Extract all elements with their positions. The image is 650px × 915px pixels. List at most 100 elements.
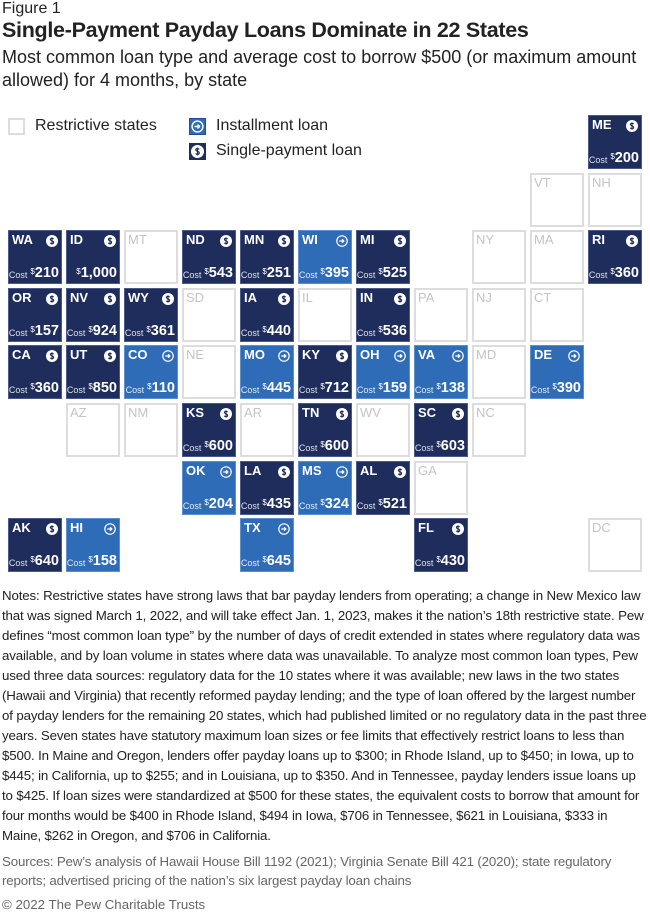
cost-value: Cost $712 — [299, 381, 349, 396]
state-tile-wv: WV — [356, 403, 410, 457]
arrow-circle-icon — [104, 522, 116, 535]
cost-label: Cost — [298, 500, 318, 511]
state-tile-va: VA Cost $138 — [414, 345, 468, 400]
cost-amount: 204 — [208, 495, 233, 512]
cost-amount: 924 — [92, 322, 117, 339]
state-abbr: MD — [476, 347, 497, 363]
cost-value: Cost $440 — [241, 323, 291, 339]
cost-value: Cost $600 — [183, 439, 233, 454]
state-tile-vt: VT — [530, 172, 584, 227]
currency-symbol: $ — [610, 152, 615, 161]
cost-value: Cost $324 — [298, 496, 349, 512]
restrictive-swatch — [8, 117, 25, 135]
state-abbr: WI — [302, 232, 318, 248]
cost-label: Cost — [66, 327, 86, 338]
legend-single: Single-payment loan — [189, 142, 362, 160]
state-tile-ok: OK Cost $204 — [182, 460, 236, 515]
cost-value: Cost $924 — [66, 322, 117, 339]
state-abbr: MN — [244, 232, 265, 248]
currency-symbol: $ — [320, 267, 325, 277]
cost-amount: 712 — [324, 380, 349, 397]
state-abbr: RI — [592, 232, 605, 248]
state-abbr: FL — [418, 520, 434, 536]
state-tile-id: ID $1,000 — [66, 230, 120, 285]
state-abbr: OH — [360, 347, 380, 363]
cost-amount: 536 — [382, 322, 407, 339]
state-tile-ut: UT Cost $850 — [66, 345, 120, 400]
state-abbr: DE — [534, 347, 553, 363]
arrow-circle-icon — [336, 234, 348, 247]
arrow-circle-icon — [278, 349, 290, 363]
state-tile-pa: PA — [414, 287, 468, 342]
cost-value: Cost $361 — [125, 322, 175, 339]
cost-label: Cost — [356, 385, 376, 396]
cost-amount: 645 — [266, 553, 291, 570]
cost-value: Cost $210 — [9, 266, 59, 281]
currency-symbol: $ — [30, 555, 35, 565]
arrow-circle-icon — [336, 465, 348, 478]
cost-label: Cost — [530, 385, 550, 396]
dollar-circle-icon — [336, 349, 348, 363]
cost-value: Cost $600 — [299, 439, 349, 454]
cost-amount: 600 — [208, 438, 233, 454]
cost-amount: 525 — [382, 265, 407, 282]
state-abbr: AL — [360, 462, 378, 478]
dollar-circle-icon — [394, 292, 406, 305]
cost-value: Cost $430 — [415, 554, 465, 569]
cost-amount: 435 — [266, 495, 291, 512]
state-tile-md: MD — [472, 345, 526, 400]
dollar-circle-icon — [626, 119, 638, 132]
currency-symbol: $ — [204, 267, 209, 277]
state-abbr: IN — [360, 289, 373, 305]
chart-subtitle: Most common loan type and average cost t… — [2, 47, 637, 90]
cost-label: Cost — [298, 270, 318, 281]
cost-value: Cost $110 — [126, 381, 175, 396]
cost-label: Cost — [66, 558, 86, 569]
state-tile-ny: NY — [472, 230, 526, 285]
cost-amount: 390 — [556, 380, 581, 397]
cost-label: Cost — [66, 385, 86, 396]
currency-symbol: $ — [378, 497, 383, 507]
dollar-circle-icon — [46, 292, 58, 305]
state-abbr: HI — [70, 520, 83, 536]
cost-value: Cost $159 — [357, 381, 407, 396]
cost-amount: 360 — [34, 380, 59, 397]
currency-symbol: $ — [610, 267, 615, 277]
state-tile-ms: MS Cost $324 — [298, 460, 352, 515]
state-abbr: VA — [418, 347, 436, 363]
state-tile-al: AL Cost $521 — [356, 460, 410, 515]
cost-label: Cost — [414, 385, 434, 396]
state-abbr: NC — [476, 405, 495, 420]
cost-label: Cost — [414, 558, 434, 569]
state-abbr: ME — [592, 117, 612, 132]
dollar-circle-icon — [162, 292, 174, 305]
currency-symbol: $ — [262, 267, 267, 277]
currency-symbol: $ — [436, 555, 441, 565]
currency-symbol: $ — [378, 382, 383, 392]
state-tile-or: OR Cost $157 — [8, 287, 62, 342]
state-abbr: CT — [534, 289, 552, 305]
legend-label: Single-payment loan — [216, 142, 362, 159]
state-tile-sc: SC Cost $603 — [414, 403, 468, 457]
state-tile-wa: WA Cost $210 — [8, 230, 62, 285]
cost-value: Cost $204 — [183, 495, 233, 512]
state-abbr: DC — [592, 520, 611, 536]
cost-amount: 361 — [150, 322, 175, 339]
legend-restrictive: Restrictive states — [8, 117, 157, 135]
cost-value: Cost $536 — [357, 322, 407, 339]
currency-symbol: $ — [88, 555, 93, 565]
cost-value: Cost $138 — [415, 381, 465, 396]
state-abbr: MO — [244, 347, 265, 363]
cost-label: Cost — [240, 385, 260, 396]
currency-symbol: $ — [76, 267, 81, 277]
state-abbr: GA — [418, 462, 437, 478]
state-tile-ma: MA — [530, 230, 584, 285]
state-abbr: MI — [360, 232, 375, 248]
arrow-circle-icon — [452, 349, 464, 363]
state-tile-ky: KY Cost $712 — [298, 345, 352, 400]
currency-symbol: $ — [262, 555, 267, 565]
state-tile-wi: WI Cost $395 — [298, 230, 352, 285]
state-tile-ct: CT — [530, 287, 584, 342]
cost-value: Cost $603 — [415, 439, 465, 454]
